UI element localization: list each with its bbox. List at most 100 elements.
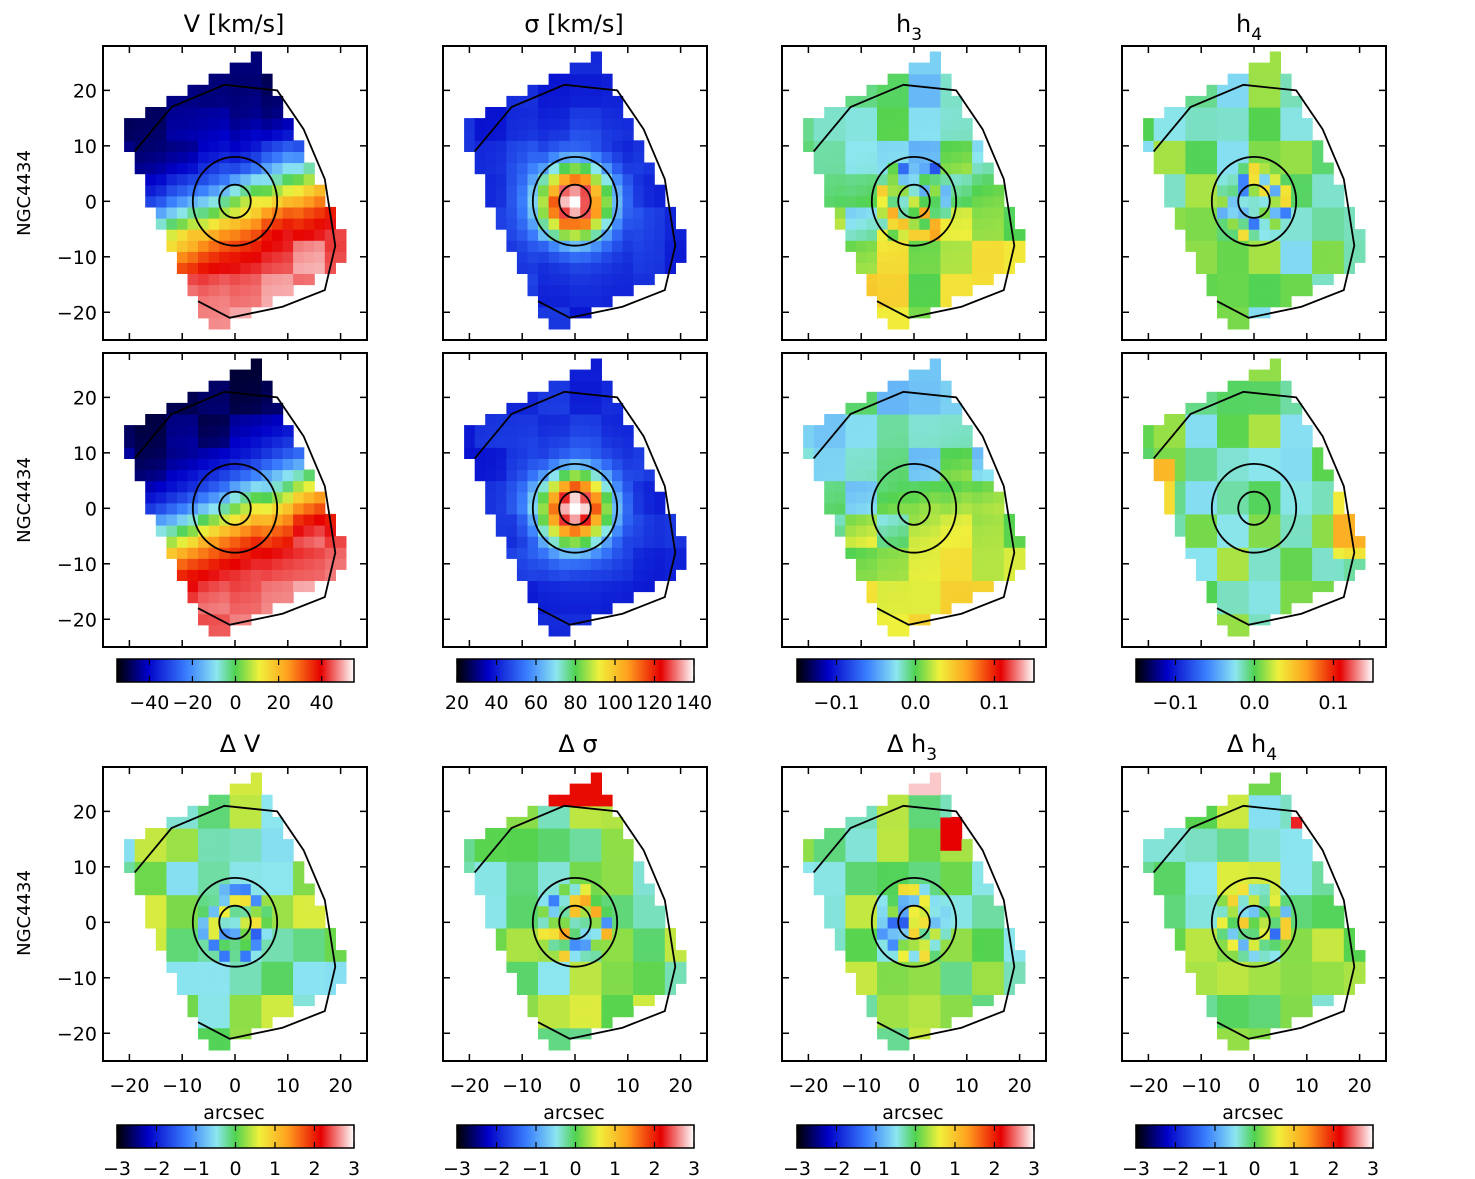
map-pixel xyxy=(834,828,846,840)
map-pixel xyxy=(622,251,634,263)
y-tick-label: 20 xyxy=(73,387,97,409)
map-pixel xyxy=(919,591,931,604)
colorbar-tick-label: 80 xyxy=(563,692,587,714)
map-pixel xyxy=(1269,118,1281,130)
map-pixel xyxy=(166,129,178,141)
map-pixel xyxy=(1174,828,1186,840)
map-pixel xyxy=(516,894,529,907)
map-pixel xyxy=(208,983,220,995)
map-pixel xyxy=(919,972,931,984)
map-pixel xyxy=(1195,140,1208,152)
map-pixel xyxy=(982,883,994,896)
map-pixel xyxy=(993,513,1005,526)
map-pixel xyxy=(951,480,963,493)
map-pixel xyxy=(272,961,284,973)
map-pixel xyxy=(474,162,486,175)
map-pixel xyxy=(1164,894,1176,907)
map-pixel xyxy=(1333,229,1345,241)
map-pixel xyxy=(1206,436,1218,448)
map-pixel xyxy=(1312,447,1324,459)
map-pixel xyxy=(590,950,602,962)
map-pixel xyxy=(951,206,963,219)
map-pixel xyxy=(176,173,189,186)
map-pixel xyxy=(495,184,507,197)
map-pixel xyxy=(464,425,476,437)
map-pixel xyxy=(166,118,178,130)
map-pixel xyxy=(961,558,973,570)
map-pixel xyxy=(1206,591,1218,604)
map-pixel xyxy=(590,1005,602,1018)
map-pixel xyxy=(1301,480,1313,493)
map-pixel xyxy=(166,162,178,175)
map-pixel xyxy=(272,458,284,471)
x-tick-label: −20 xyxy=(449,1075,489,1097)
map-pixel xyxy=(612,983,624,995)
map-pixel xyxy=(972,480,984,493)
map-pixel xyxy=(1312,950,1324,962)
map-pixel xyxy=(219,950,231,962)
map-pixel xyxy=(1269,547,1281,559)
map-pixel xyxy=(940,295,952,308)
map-pixel xyxy=(538,425,550,437)
map-pixels xyxy=(1143,772,1366,1051)
map-pixel xyxy=(1238,480,1250,493)
map-pixel xyxy=(877,436,889,448)
map-pixel xyxy=(1195,961,1208,973)
map-pixel xyxy=(887,872,899,885)
map-pixel xyxy=(1280,129,1292,141)
map-pixel xyxy=(590,184,602,197)
map-pixel xyxy=(612,939,624,951)
map-pixel xyxy=(1259,447,1271,459)
map-pixel xyxy=(187,118,199,130)
map-pixel xyxy=(877,939,889,951)
map-pixel xyxy=(1217,162,1229,175)
map-pixel xyxy=(951,95,963,108)
map-pixel xyxy=(1227,828,1239,840)
map-pixel xyxy=(940,1016,952,1029)
map-pixel xyxy=(559,994,571,1007)
map-pixel xyxy=(1301,839,1313,851)
map-pixel xyxy=(187,95,199,108)
map-pixel xyxy=(219,1027,231,1040)
map-pixel xyxy=(282,939,294,951)
map-pixel xyxy=(303,195,315,208)
map-pixel xyxy=(272,425,284,437)
map-pixel xyxy=(1259,916,1271,929)
map-pixel xyxy=(961,458,973,471)
map-pixel xyxy=(495,162,507,175)
map-pixel xyxy=(250,525,262,537)
map-pixel xyxy=(1280,73,1292,86)
map-pixel xyxy=(1174,861,1186,873)
map-pixel xyxy=(919,939,931,951)
map-pixel xyxy=(908,994,920,1007)
colorbar-tick-label: −40 xyxy=(129,692,169,714)
map-pixel xyxy=(506,828,518,840)
map-pixel xyxy=(538,262,550,274)
map-pixel xyxy=(485,894,497,907)
map-pixel xyxy=(166,140,178,152)
map-pixel xyxy=(559,317,571,330)
map-pixel xyxy=(1248,218,1260,230)
map-pixel xyxy=(495,502,507,515)
colorbar-tick-label: 0 xyxy=(1248,1158,1260,1179)
map-pixel xyxy=(622,184,634,197)
map-pixel xyxy=(155,469,167,482)
map-pixel xyxy=(166,916,178,929)
map-pixel xyxy=(261,536,273,548)
map-pixel xyxy=(282,458,294,471)
map-pixel xyxy=(940,491,952,504)
map-pixel xyxy=(1003,525,1015,537)
map-pixel xyxy=(208,73,220,86)
map-pixel xyxy=(580,369,592,382)
map-pixel xyxy=(495,927,507,940)
map-pixel xyxy=(324,251,336,263)
map-pixel xyxy=(1206,458,1218,471)
map-pixel xyxy=(506,436,518,448)
map-pixel xyxy=(293,229,305,241)
map-pixel xyxy=(929,1016,941,1029)
map-pixel xyxy=(145,425,157,437)
map-pixel xyxy=(643,950,655,962)
map-pixel xyxy=(250,369,262,382)
map-pixel xyxy=(548,184,560,197)
map-pixel xyxy=(261,195,273,208)
